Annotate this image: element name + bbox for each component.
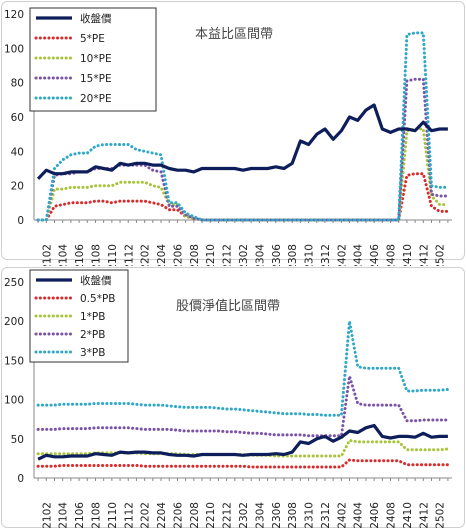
pe-band-chart-frame bbox=[1, 1, 465, 260]
x-tick-label: 2312 bbox=[320, 244, 332, 271]
series-line bbox=[36, 103, 448, 180]
y-tick-label: 60 bbox=[11, 112, 24, 124]
x-tick-label: 2308 bbox=[287, 244, 299, 271]
x-tick-label: 2402 bbox=[336, 502, 348, 529]
legend-label: 0.5*PB bbox=[80, 293, 115, 305]
y-tick-label: 50 bbox=[11, 434, 24, 446]
pb-band-chart-panel: 0 50 100 150 200 250 2102 2104 2106 2108 2110 2112 2… bbox=[0, 266, 466, 530]
x-tick-label: 2502 bbox=[435, 502, 447, 529]
x-tick-label: 2412 bbox=[418, 244, 430, 271]
y-tick-label: 20 bbox=[11, 181, 24, 193]
x-tick-label: 2210 bbox=[205, 244, 217, 271]
x-tick-label: 2104 bbox=[58, 244, 70, 271]
series-line bbox=[36, 374, 450, 438]
series-line bbox=[36, 319, 450, 417]
x-tick-label: 2208 bbox=[189, 244, 201, 271]
legend-label: 3*PB bbox=[80, 347, 105, 359]
x-tick-label: 2104 bbox=[58, 502, 70, 529]
legend-label: 收盤價 bbox=[80, 274, 112, 287]
chart-title: 本益比區間帶 bbox=[195, 27, 273, 42]
x-tick-label: 2402 bbox=[336, 244, 348, 271]
x-tick-label: 2108 bbox=[90, 502, 102, 529]
y-tick-label: 40 bbox=[11, 146, 24, 158]
x-tick-label: 2304 bbox=[254, 502, 266, 529]
legend-label: 2*PB bbox=[80, 329, 105, 341]
x-tick-label: 2106 bbox=[74, 502, 86, 529]
x-tick-label: 2108 bbox=[90, 244, 102, 271]
y-tick-label: 120 bbox=[4, 9, 24, 21]
x-tick-label: 2302 bbox=[238, 502, 250, 529]
x-tick-label: 2302 bbox=[238, 244, 250, 271]
x-tick-label: 2212 bbox=[222, 502, 234, 529]
pb-band-chart-frame bbox=[1, 267, 465, 528]
x-tick-label: 2202 bbox=[140, 502, 152, 529]
y-tick-label: 80 bbox=[11, 78, 24, 90]
chart-title: 股價淨值比區間帶 bbox=[176, 298, 280, 314]
y-tick-label: 200 bbox=[4, 316, 24, 328]
x-tick-label: 2310 bbox=[304, 502, 316, 529]
x-tick-label: 2110 bbox=[107, 502, 119, 529]
x-tick-label: 2204 bbox=[156, 244, 168, 271]
legend-label: 20*PE bbox=[80, 93, 112, 105]
y-tick-label: 0 bbox=[17, 215, 24, 227]
series-line bbox=[36, 172, 450, 222]
x-tick-label: 2406 bbox=[369, 502, 381, 529]
y-tick-label: 250 bbox=[4, 277, 24, 289]
series-line bbox=[36, 31, 450, 222]
x-tick-label: 2306 bbox=[271, 502, 283, 529]
x-tick-label: 2102 bbox=[41, 244, 53, 271]
legend-box bbox=[29, 269, 129, 363]
x-tick-label: 2312 bbox=[320, 502, 332, 529]
legend-label: 收盤價 bbox=[80, 12, 112, 25]
x-tick-label: 2410 bbox=[402, 502, 414, 529]
x-tick-label: 2502 bbox=[435, 244, 447, 271]
y-tick-label: 0 bbox=[17, 473, 24, 485]
legend-box bbox=[29, 7, 157, 112]
x-tick-label: 2112 bbox=[123, 502, 135, 529]
x-tick-label: 2308 bbox=[287, 502, 299, 529]
x-tick-label: 2408 bbox=[386, 244, 398, 271]
x-tick-label: 2410 bbox=[402, 244, 414, 271]
x-tick-label: 2210 bbox=[205, 502, 217, 529]
x-tick-label: 2406 bbox=[369, 244, 381, 271]
x-tick-label: 2408 bbox=[386, 502, 398, 529]
x-tick-label: 2112 bbox=[123, 244, 135, 271]
x-tick-label: 2310 bbox=[304, 244, 316, 271]
x-tick-label: 2106 bbox=[74, 244, 86, 271]
x-tick-label: 2412 bbox=[418, 502, 430, 529]
series-line bbox=[37, 423, 448, 461]
x-tick-label: 2202 bbox=[140, 244, 152, 271]
series-line bbox=[36, 127, 450, 222]
x-tick-label: 2206 bbox=[172, 502, 184, 529]
x-tick-label: 2304 bbox=[254, 244, 266, 271]
y-tick-label: 100 bbox=[4, 43, 24, 55]
x-tick-label: 2204 bbox=[156, 502, 168, 529]
x-tick-label: 2404 bbox=[353, 244, 365, 271]
pb-band-chart: 0 50 100 150 200 250 2102 2104 2106 2108 2110 2112 2… bbox=[4, 269, 452, 529]
legend-label: 5*PE bbox=[80, 33, 105, 45]
y-tick-label: 150 bbox=[4, 355, 24, 367]
legend-label: 1*PB bbox=[80, 311, 105, 323]
pe-band-chart-panel: 0 20 40 60 80 100 120 2102 2104 2106 2108 2110 2112 2… bbox=[0, 0, 466, 271]
x-tick-label: 2110 bbox=[107, 244, 119, 271]
x-tick-label: 2102 bbox=[41, 502, 53, 529]
legend-label: 10*PE bbox=[80, 53, 112, 65]
pe-band-chart: 0 20 40 60 80 100 120 2102 2104 2106 2108 2110 2112 2… bbox=[4, 7, 452, 271]
x-tick-label: 2206 bbox=[172, 244, 184, 271]
legend-label: 15*PE bbox=[80, 73, 112, 85]
x-tick-label: 2212 bbox=[222, 244, 234, 271]
x-tick-label: 2208 bbox=[189, 502, 201, 529]
y-tick-label: 100 bbox=[4, 395, 24, 407]
series-line bbox=[36, 458, 450, 469]
x-tick-label: 2404 bbox=[353, 502, 365, 529]
x-tick-label: 2306 bbox=[271, 244, 283, 271]
